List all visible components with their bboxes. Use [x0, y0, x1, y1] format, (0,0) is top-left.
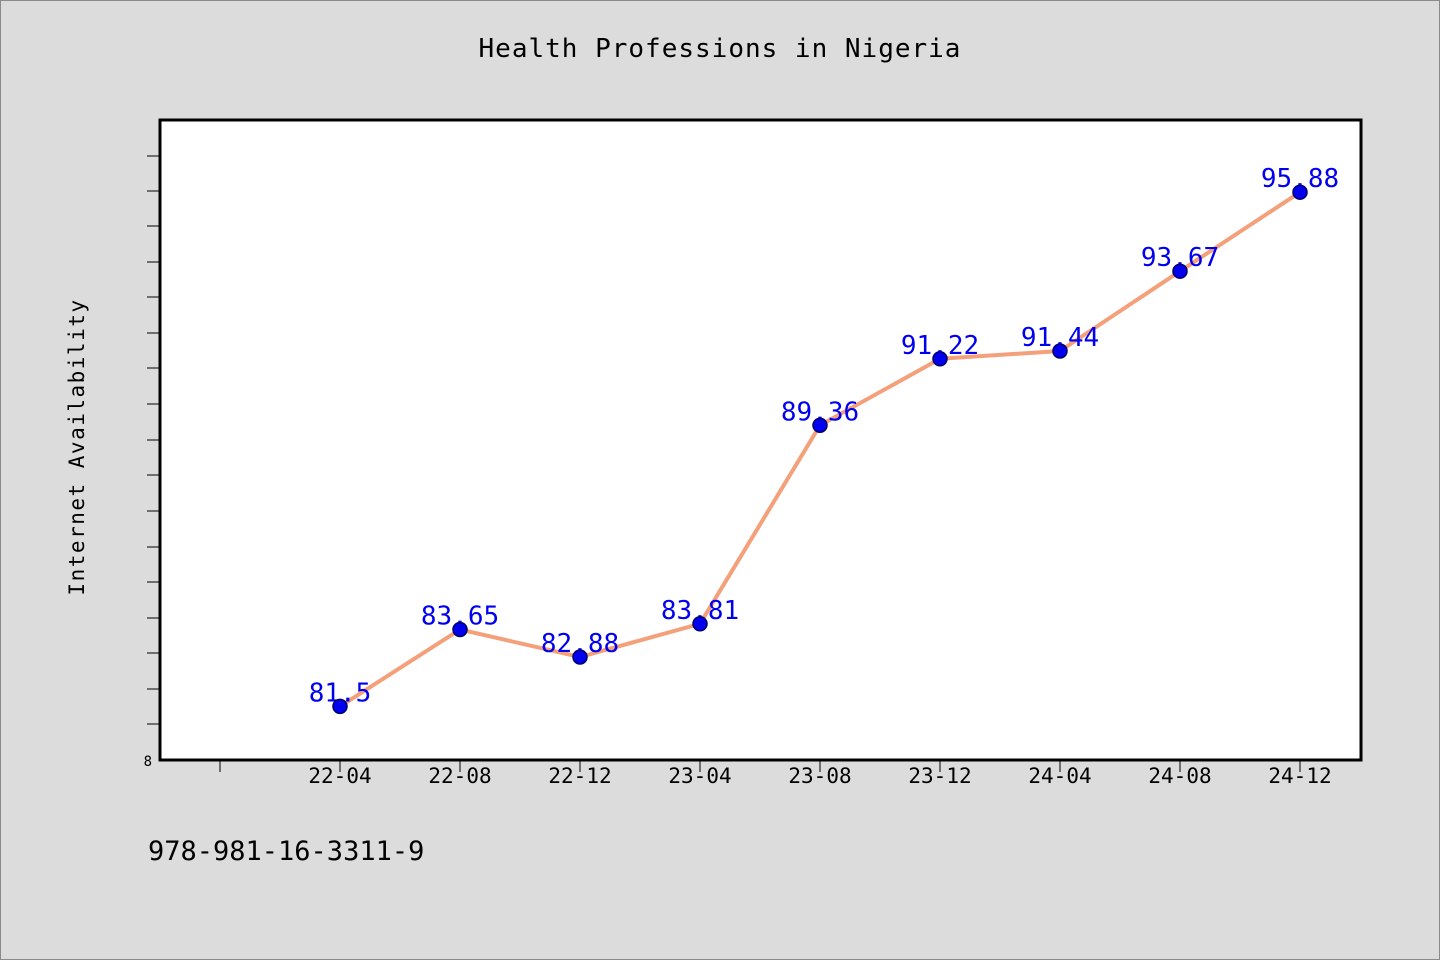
x-tick-label: 24-08 [1148, 764, 1211, 788]
y-axis-ticks: 8 [144, 155, 160, 770]
x-tick-label: 23-04 [668, 764, 731, 788]
data-point [812, 417, 828, 434]
isbn-label: 978-981-16-3311-9 [148, 836, 425, 867]
data-point [332, 698, 348, 715]
x-tick-label: 23-12 [908, 764, 971, 788]
y-tick-label: 8 [144, 754, 152, 770]
data-point [572, 649, 588, 665]
x-tick-label: 24-04 [1028, 764, 1091, 788]
data-point [1172, 263, 1188, 279]
plot-area [158, 118, 1363, 762]
data-markers [332, 184, 1308, 715]
x-tick-label: 22-04 [308, 764, 371, 788]
x-tick-label: 22-12 [548, 764, 611, 788]
x-axis-ticks: 22-04 22-08 22-12 23-04 23-08 23-12 24-04 24-08… [219, 760, 1332, 788]
x-tick-label: 23-08 [788, 764, 851, 788]
x-tick-label: 24-12 [1268, 764, 1331, 788]
data-point [932, 351, 948, 367]
chart-title: Health Professions in Nigeria [478, 34, 962, 64]
data-point [1052, 343, 1068, 359]
data-point [692, 616, 708, 632]
x-tick-label: 22-08 [428, 764, 491, 788]
data-point [452, 621, 468, 638]
data-point [1292, 184, 1308, 200]
